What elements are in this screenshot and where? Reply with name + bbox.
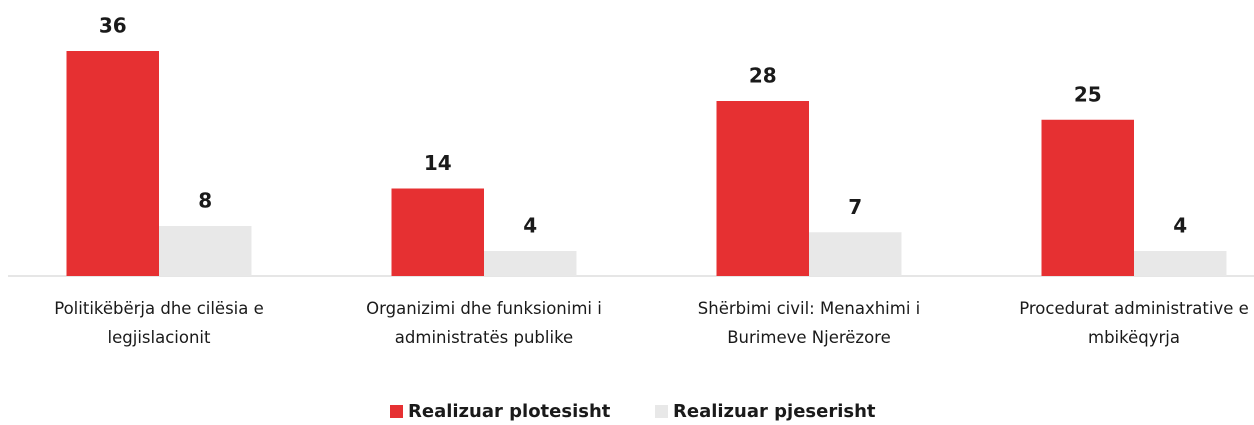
bar (391, 188, 484, 276)
value-label: 14 (424, 151, 452, 175)
x-tick-label: Shërbimi civil: Menaxhimi i Burimeve Nje… (697, 299, 921, 347)
bar (484, 251, 577, 276)
bar (1041, 119, 1134, 276)
legend-swatch (655, 405, 668, 418)
bar (1134, 251, 1227, 276)
x-tick-label: Politikëbërja dhe cilësia e legjislacion… (54, 299, 264, 347)
value-label: 8 (198, 189, 212, 213)
bar (66, 51, 159, 276)
bar (716, 101, 809, 276)
legend-swatch (390, 405, 403, 418)
bar (809, 232, 902, 276)
value-label: 28 (749, 64, 777, 88)
legend-label: Realizuar plotesisht (408, 401, 611, 422)
value-label: 36 (99, 14, 127, 38)
x-tick-label: Procedurat administrative e mbikëqyrja (1019, 299, 1249, 347)
bar (159, 226, 252, 276)
value-label: 4 (523, 214, 537, 238)
value-label: 7 (848, 195, 862, 219)
x-tick-label: Organizimi dhe funksionimi i administrat… (366, 299, 602, 347)
value-label: 4 (1173, 214, 1187, 238)
value-label: 25 (1074, 82, 1102, 106)
legend-label: Realizuar pjeserisht (673, 401, 876, 422)
